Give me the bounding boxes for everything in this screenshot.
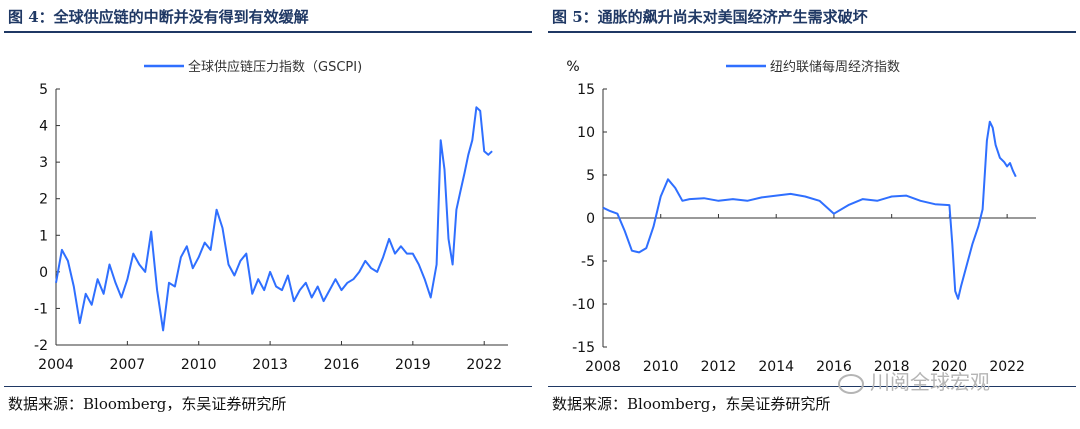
watermark-text: 川阅全球宏观 [870, 370, 990, 394]
x-tick-label: 2022 [989, 359, 1025, 375]
x-tick-label: 2007 [110, 357, 146, 373]
source-rule [4, 386, 532, 387]
x-tick-label: 2004 [38, 357, 74, 373]
series-line [55, 106, 493, 332]
wechat-icon [838, 373, 864, 394]
y-tick-label: 1 [39, 228, 48, 244]
y-tick-label: -10 [572, 297, 595, 313]
watermark: 川阅全球宏观 [838, 366, 990, 395]
figure-5-panel: 图 5：通胀的飙升尚未对美国经济产生需求破坏 15 10 5 0 -5 -10 -15 200… [548, 0, 1076, 429]
figure-4-panel: 图 4：全球供应链的中断并没有得到有效缓解 5 4 3 2 1 0 -1 -2 2004 2007… [4, 0, 532, 429]
y-tick-label: -2 [34, 338, 48, 354]
title-rule [548, 31, 1076, 33]
x-tick-label: 2016 [324, 357, 360, 373]
y-tick-label: 5 [39, 82, 48, 98]
figure-4-source: 数据来源：Bloomberg，东吴证券研究所 [8, 395, 287, 413]
x-tick-label: 2013 [252, 357, 288, 373]
y-tick-label: 15 [577, 82, 595, 98]
x-tick-label: 2018 [874, 359, 910, 375]
x-tick-label: 2020 [932, 359, 968, 375]
x-tick-label: 2022 [466, 357, 502, 373]
y-tick-label: -15 [572, 340, 595, 356]
figure-5-source: 数据来源：Bloomberg，东吴证券研究所 [552, 395, 831, 413]
y-axis-unit-label: % [566, 59, 579, 75]
weekly-economic-index-line-chart: 15 10 5 0 -5 -10 -15 2008 2010 2012 2014 2016 2018 20… [566, 59, 1036, 375]
x-tick-label: 2014 [758, 359, 794, 375]
y-tick-label: -1 [34, 301, 48, 317]
legend-label: 全球供应链压力指数（GSCPI) [188, 59, 362, 75]
x-tick-label: 2008 [585, 359, 621, 375]
x-tick-label: 2019 [395, 357, 431, 373]
legend-label: 纽约联储每周经济指数 [770, 59, 900, 75]
y-tick-label: 5 [586, 168, 595, 184]
y-tick-label: 10 [577, 125, 595, 141]
y-tick-label: -5 [581, 254, 595, 270]
y-tick-label: 2 [39, 192, 48, 208]
series-line [602, 120, 1017, 300]
x-tick-label: 2010 [181, 357, 217, 373]
x-tick-label: 2012 [701, 359, 737, 375]
y-tick-label: 4 [39, 119, 48, 135]
y-tick-label: 0 [586, 211, 595, 227]
y-tick-label: 3 [39, 155, 48, 171]
x-tick-label: 2010 [643, 359, 679, 375]
y-tick-label: 0 [39, 265, 48, 281]
source-rule [548, 386, 1076, 387]
title-rule [4, 31, 532, 33]
x-tick-label: 2016 [816, 359, 852, 375]
figure-5-title: 图 5：通胀的飙升尚未对美国经济产生需求破坏 [552, 8, 868, 26]
figure-4-title: 图 4：全球供应链的中断并没有得到有效缓解 [8, 8, 309, 26]
gscpi-line-chart: 5 4 3 2 1 0 -1 -2 2004 2007 2010 2013 2016 2019 2022 全球… [34, 59, 508, 373]
